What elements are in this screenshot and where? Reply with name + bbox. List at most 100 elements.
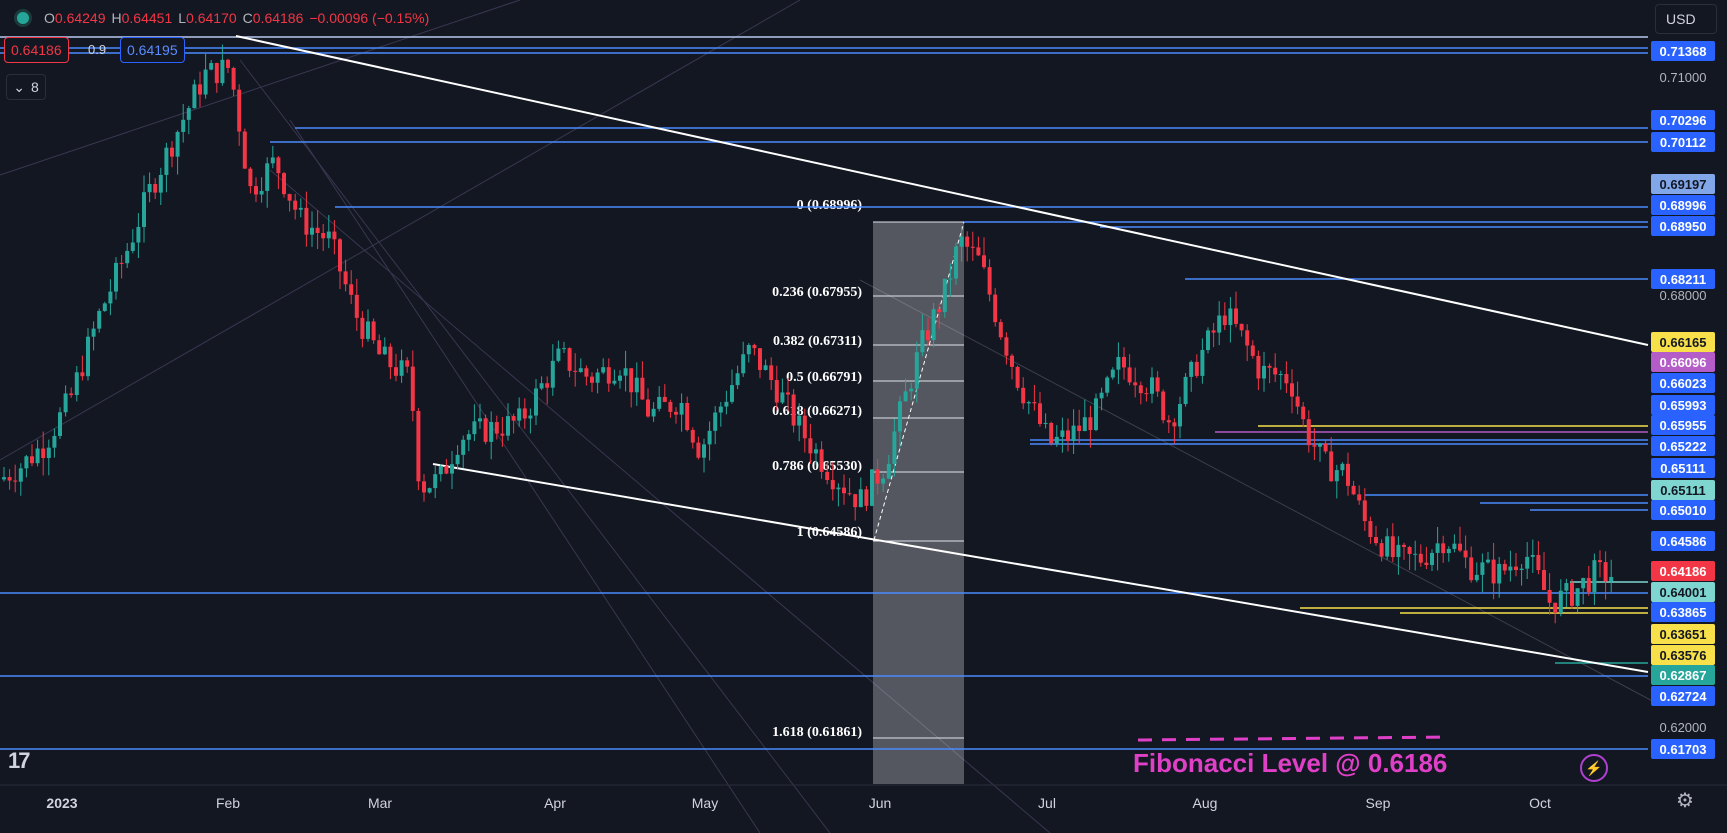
candle-body [483, 418, 488, 442]
candle-body [1082, 417, 1087, 432]
candle-body [388, 346, 393, 368]
candle-body [220, 59, 225, 84]
candle-body [746, 344, 751, 355]
candle-body [35, 448, 40, 464]
currency-select[interactable]: USD [1655, 4, 1717, 34]
candle-body [7, 477, 12, 481]
ohlc-legend: O 0.64249 H 0.64451 L 0.64170 C 0.64186 −0.0… [4, 4, 429, 32]
candle-body [696, 442, 701, 458]
candle-body [13, 480, 18, 482]
candle-body [808, 438, 813, 454]
price-axis-tag [1651, 480, 1715, 500]
candle-body [1553, 602, 1558, 613]
spread-value: 0.9 [88, 42, 107, 57]
candle-body [920, 330, 925, 353]
candle-body [114, 262, 118, 292]
diagonal-guide-line [269, 169, 1051, 833]
candle-body [959, 236, 964, 247]
candle-body [601, 367, 606, 373]
price-axis-label: 0.65111 [1660, 483, 1706, 498]
candle-body [1351, 485, 1356, 495]
candle-body [847, 493, 852, 495]
price-axis-label: 0.70296 [1660, 113, 1707, 128]
candle-body [825, 471, 830, 481]
candle-body [948, 278, 953, 280]
price-axis-label: 0.65993 [1660, 398, 1707, 413]
gear-icon[interactable]: ⚙ [1676, 790, 1694, 812]
candle-body [1077, 425, 1082, 432]
candle-body [1071, 425, 1076, 441]
candle-body [214, 63, 219, 84]
candle-body [1430, 552, 1434, 565]
candle-body [1446, 548, 1451, 554]
candle-body [321, 232, 326, 239]
candle-body [926, 330, 930, 341]
candle-body [1183, 376, 1188, 405]
candle-body [1396, 544, 1401, 558]
candle-body [679, 402, 684, 415]
price-axis-label: 0.66023 [1660, 376, 1707, 391]
time-axis-label: 2023 [46, 795, 77, 811]
candle-body [310, 227, 314, 235]
low-label: L [178, 10, 187, 26]
candle-body [1273, 367, 1278, 375]
candle-body [287, 194, 292, 201]
candle-body [472, 421, 477, 435]
candle-body [30, 456, 34, 464]
price-axis-label: 0.62000 [1660, 720, 1707, 735]
candle-body [1155, 377, 1160, 392]
indicators-toggle[interactable]: ⌄ 8 [6, 74, 46, 100]
time-axis-label: Apr [544, 795, 566, 811]
candle-body [153, 184, 158, 193]
candle-body [898, 401, 902, 432]
candle-body [556, 348, 561, 361]
time-axis-label: Jul [1038, 795, 1056, 811]
lightning-icon[interactable]: ⚡ [1580, 754, 1608, 782]
candle-body [1295, 396, 1300, 407]
high-value: 0.64451 [121, 10, 173, 26]
time-axis-label: Oct [1529, 795, 1551, 811]
change-value: −0.00096 (−0.15%) [309, 10, 430, 26]
candle-body [1032, 402, 1037, 404]
candle-body [1323, 443, 1328, 452]
candle-body [1278, 374, 1283, 376]
candle-body [1474, 574, 1479, 581]
fib-level-label: 0 (0.68996) [797, 198, 863, 213]
candle-body [1558, 590, 1563, 613]
candle-body [242, 131, 247, 169]
candle-body [870, 469, 874, 506]
candle-body [987, 267, 992, 295]
candle-body [1542, 570, 1546, 590]
candle-body [63, 393, 68, 413]
candle-body [1508, 566, 1513, 571]
price-axis-tag [1651, 415, 1715, 435]
candle-body [293, 200, 298, 210]
candle-body [237, 89, 242, 132]
diagonal-guide-line [0, 0, 801, 461]
candle-body [1424, 562, 1429, 565]
candle-body [651, 408, 656, 417]
price-axis-label: 0.68000 [1660, 288, 1707, 303]
candle-body [1066, 430, 1070, 441]
candle-body [702, 444, 706, 458]
price-axis-label: 0.70112 [1660, 135, 1706, 150]
fib-trend-line [873, 221, 965, 541]
candle-body [1592, 560, 1597, 592]
price-axis-label: 0.62867 [1660, 668, 1707, 683]
candle-body [1010, 355, 1014, 367]
price-axis-tag [1651, 686, 1715, 706]
candle-body [892, 431, 897, 464]
price-axis-tag [1651, 602, 1715, 622]
candle-body [315, 227, 320, 233]
candle-body [438, 466, 443, 475]
candle-body [1228, 308, 1233, 326]
candle-body [265, 163, 270, 191]
buy-button[interactable]: 0.64195 [120, 37, 185, 63]
candle-body [1525, 556, 1530, 569]
candle-body [590, 376, 594, 383]
candle-body [270, 157, 275, 164]
candle-body [136, 226, 141, 243]
candle-body [1306, 419, 1311, 446]
sell-button[interactable]: 0.64186 [4, 37, 69, 63]
